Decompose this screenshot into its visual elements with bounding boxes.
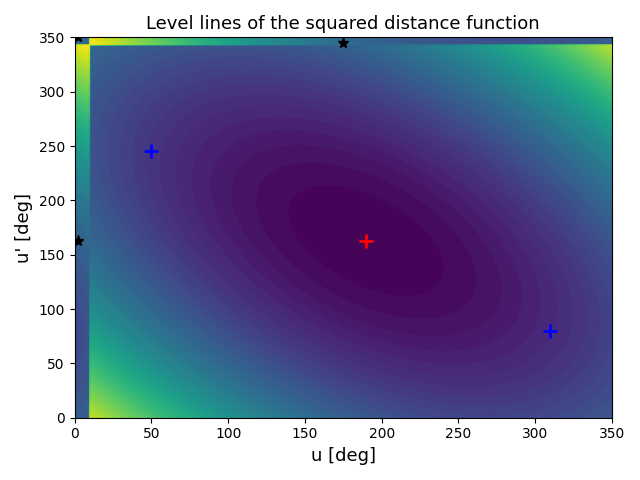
Title: Level lines of the squared distance function: Level lines of the squared distance func… xyxy=(147,15,540,33)
X-axis label: u [deg]: u [deg] xyxy=(311,447,376,465)
Y-axis label: u' [deg]: u' [deg] xyxy=(15,192,33,263)
